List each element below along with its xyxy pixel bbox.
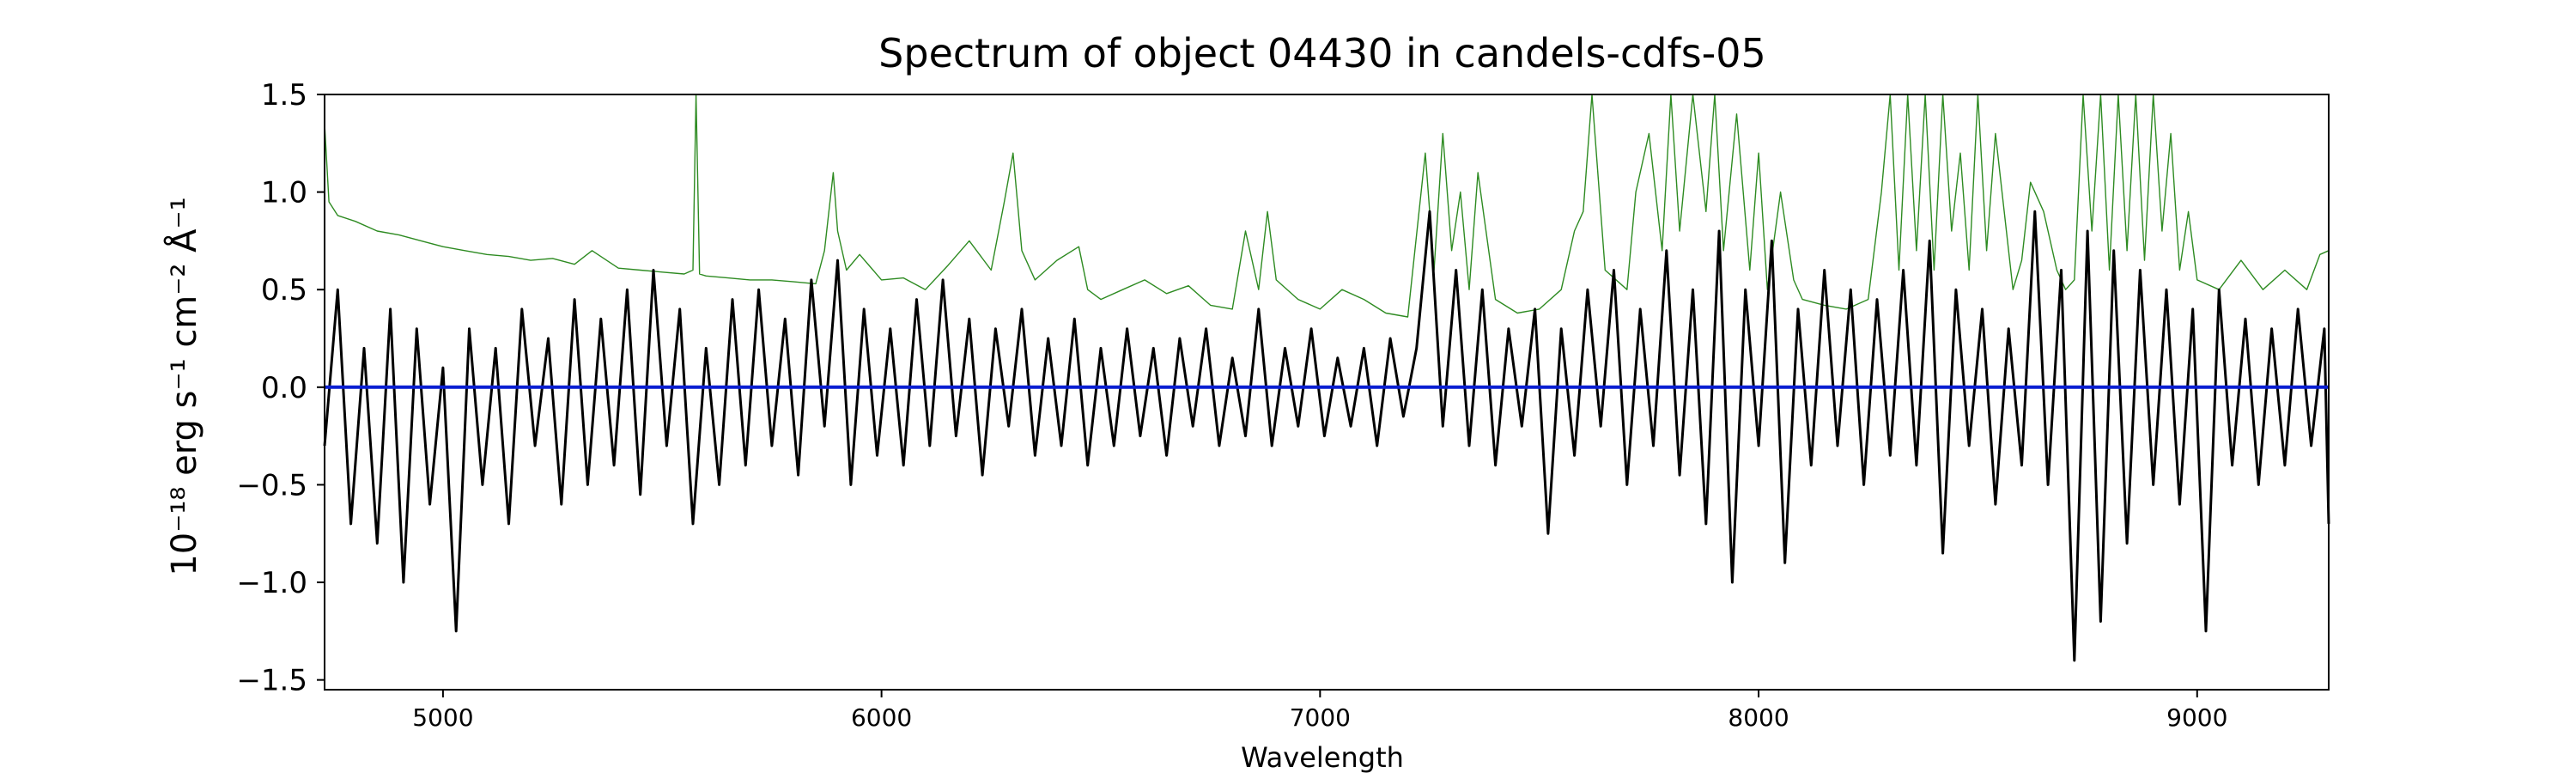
y-tick-label: 0.0	[261, 371, 307, 405]
chart-title: Spectrum of object 04430 in candels-cdfs…	[878, 30, 1766, 76]
y-tick-label: −0.5	[236, 468, 307, 502]
x-tick-label: 8000	[1728, 703, 1789, 732]
x-tick-label: 5000	[412, 703, 473, 732]
x-tick-label: 7000	[1290, 703, 1351, 732]
y-axis-label: 10⁻¹⁸ erg s⁻¹ cm⁻² Å⁻¹	[163, 197, 204, 575]
series-line-flux	[323, 210, 2330, 662]
series-layer	[323, 94, 2330, 662]
y-tick-label: 0.5	[261, 273, 307, 307]
plot-frame	[324, 94, 2330, 691]
y-tick-label: −1.5	[236, 664, 307, 698]
x-tick-label: 9000	[2166, 703, 2227, 732]
x-axis-label: Wavelength	[1241, 741, 1404, 773]
ticks-layer: 5000 6000 7000 8000 9000 −1.5 −1.0 −0.5 0.0 0.5 1.…	[236, 78, 2227, 732]
y-tick-label: 1.5	[261, 78, 307, 113]
series-line-noise	[324, 94, 2330, 318]
x-tick-label: 6000	[851, 703, 912, 732]
plot-area: 5000 6000 7000 8000 9000 −1.5 −1.0 −0.5 0.0 0.5 1.…	[236, 78, 2330, 732]
y-tick-label: 1.0	[261, 176, 307, 210]
y-tick-label: −1.0	[236, 566, 307, 600]
